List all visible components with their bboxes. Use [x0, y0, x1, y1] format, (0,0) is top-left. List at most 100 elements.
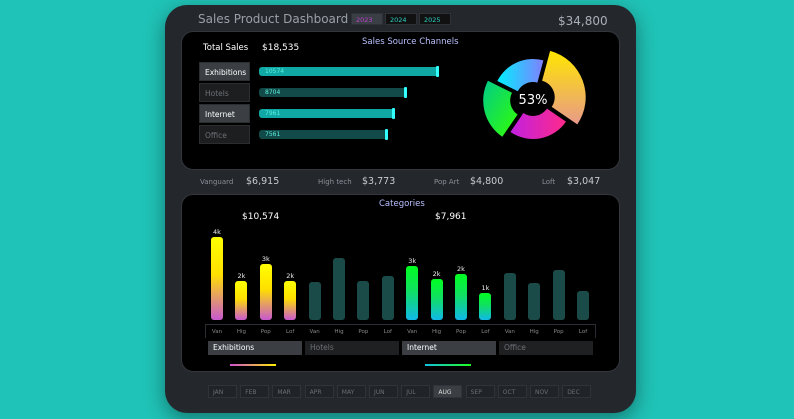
stat-label-1: High tech: [318, 178, 352, 186]
bar-data-label: 2k: [432, 269, 441, 278]
bar-exhibitions-hig[interactable]: [235, 280, 248, 320]
bar-data-label: 4k: [213, 228, 221, 236]
x-tick-label: Van: [309, 329, 320, 335]
bar-office-hig[interactable]: [528, 282, 541, 320]
month-sep[interactable]: SEP: [465, 385, 495, 398]
donut-chart: 53%: [483, 50, 586, 139]
bar-office-pop[interactable]: [552, 270, 565, 320]
bar-data-label: 3k: [261, 254, 270, 263]
bar-data-label: 1k: [481, 284, 490, 293]
stat-value-2: $4,800: [470, 176, 504, 187]
bar-hotels-lof[interactable]: [381, 276, 394, 320]
month-nov[interactable]: NOV: [530, 385, 559, 398]
month-jan[interactable]: JAN: [208, 385, 237, 398]
stat-label-2: Pop Art: [434, 178, 460, 186]
legend-office[interactable]: Office: [499, 341, 593, 355]
bar-cap: [391, 108, 395, 119]
x-tick-label: Lof: [578, 329, 588, 335]
bar-exhibitions-pop[interactable]: [259, 263, 272, 320]
channel-button-exhibitions[interactable]: Exhibitions: [199, 62, 250, 81]
channel-bar-value: 7561: [265, 131, 281, 138]
total-sales-value: $18,535: [262, 43, 300, 53]
bar-data-label: 2k: [237, 271, 246, 280]
donut-slice-office[interactable]: [497, 59, 544, 92]
exhibitions-underline: [230, 364, 276, 366]
month-apr[interactable]: APR: [304, 385, 334, 398]
bar-internet-van[interactable]: [406, 266, 419, 320]
x-tick-label: Hig: [432, 329, 442, 335]
bar-data-label: 2k: [286, 271, 295, 280]
donut-slice-hotels[interactable]: [510, 108, 566, 139]
x-tick-label: Hig: [334, 329, 344, 335]
x-tick-label: Van: [407, 329, 418, 335]
bar-internet-lof[interactable]: [479, 293, 492, 320]
stat-label-0: Vanguard: [200, 178, 234, 186]
bar-exhibitions-van[interactable]: [211, 237, 223, 320]
year-2025[interactable]: 2025: [419, 13, 451, 25]
month-jul[interactable]: JUL: [401, 385, 431, 398]
donut-center-label: 53%: [519, 93, 548, 108]
internet-total: $7,961: [435, 212, 467, 222]
legend-internet[interactable]: Internet: [402, 341, 496, 355]
donut-slice-exhibitions[interactable]: [542, 50, 586, 125]
x-tick-label: Pop: [358, 329, 369, 335]
internet-underline: [425, 364, 471, 366]
month-mar[interactable]: MAR: [272, 385, 302, 398]
stat-value-1: $3,773: [362, 176, 396, 187]
bar-hotels-van[interactable]: [308, 281, 321, 320]
donut-slice-internet[interactable]: [483, 80, 518, 137]
bar-cap: [404, 87, 408, 98]
x-axis: [205, 324, 596, 338]
x-tick-label: Van: [504, 329, 515, 335]
stat-value-0: $6,915: [246, 176, 280, 187]
legend-hotels[interactable]: Hotels: [305, 341, 399, 355]
channel-bar-office: 7561: [259, 129, 388, 140]
channel-button-internet[interactable]: Internet: [199, 104, 250, 123]
month-dec[interactable]: DEC: [562, 385, 592, 398]
x-tick-label: Lof: [383, 329, 392, 335]
x-tick-label: Van: [211, 329, 223, 335]
x-tick-label: Pop: [456, 329, 466, 335]
bar-office-lof[interactable]: [577, 290, 589, 320]
year-2023[interactable]: 2023: [351, 13, 383, 25]
bar-hotels-hig[interactable]: [333, 257, 345, 320]
channels-title: Sales Source Channels: [362, 37, 459, 47]
categories-title: Categories: [379, 199, 425, 209]
channel-bar-exhibitions: 10574: [259, 66, 439, 77]
month-may[interactable]: MAY: [336, 385, 366, 398]
channel-bar-value: 8704: [265, 89, 281, 96]
bar-office-van[interactable]: [503, 273, 516, 320]
channel-button-hotels[interactable]: Hotels: [199, 83, 250, 102]
year-2024[interactable]: 2024: [385, 13, 417, 25]
bar-cap: [436, 66, 439, 77]
month-jun[interactable]: JUN: [369, 385, 398, 398]
dashboard-title: Sales Product Dashboard: [198, 12, 349, 26]
bar-data-label: 3k: [408, 257, 417, 266]
x-tick-label: Hig: [529, 329, 539, 335]
total-sales-label: Total Sales: [203, 43, 249, 53]
bar-internet-hig[interactable]: [430, 278, 443, 320]
bar-exhibitions-lof[interactable]: [284, 280, 297, 320]
grand-total: $34,800: [558, 14, 608, 28]
month-aug[interactable]: AUG: [433, 385, 463, 398]
stat-label-3: Loft: [542, 178, 556, 186]
exhibitions-total: $10,574: [242, 212, 280, 222]
channels-card: [181, 31, 620, 170]
channel-bar-hotels: 8704: [259, 87, 408, 98]
stat-value-3: $3,047: [567, 176, 601, 187]
channel-button-office[interactable]: Office: [199, 125, 250, 144]
x-tick-label: Lof: [481, 329, 490, 335]
channel-bar-internet: 7961: [259, 108, 395, 119]
x-tick-label: Pop: [260, 329, 271, 335]
bar-data-label: 2k: [457, 265, 465, 274]
legend-exhibitions[interactable]: Exhibitions: [208, 341, 302, 355]
bar-internet-pop[interactable]: [455, 274, 467, 320]
month-oct[interactable]: OCT: [497, 385, 527, 398]
month-feb[interactable]: FEB: [240, 385, 270, 398]
bar-hotels-pop[interactable]: [357, 280, 370, 320]
channel-bar-value: 10574: [265, 68, 285, 75]
channel-bar-value: 7961: [265, 110, 281, 117]
bar-cap: [384, 129, 388, 140]
x-tick-label: Hig: [236, 329, 246, 335]
x-tick-label: Pop: [553, 329, 564, 335]
